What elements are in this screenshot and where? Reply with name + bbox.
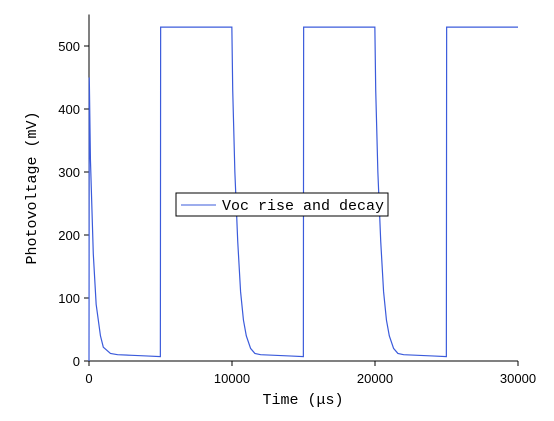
legend-label: Voc rise and decay xyxy=(222,198,384,215)
y-tick-label: 200 xyxy=(58,228,80,243)
x-tick-label: 10000 xyxy=(214,371,250,386)
legend-box xyxy=(175,192,389,217)
y-tick-label: 100 xyxy=(58,291,80,306)
x-tick-label: 30000 xyxy=(500,371,536,386)
x-tick-label: 20000 xyxy=(357,371,393,386)
x-tick-label: 0 xyxy=(85,371,92,386)
x-axis-label: Time (μs) xyxy=(262,392,343,409)
y-tick-label: 0 xyxy=(73,354,80,369)
y-tick-label: 500 xyxy=(58,39,80,54)
y-tick-label: 400 xyxy=(58,102,80,117)
data-line xyxy=(88,26,518,362)
y-axis-label: Photovoltage (mV) xyxy=(24,111,41,264)
y-tick-label: 300 xyxy=(58,165,80,180)
